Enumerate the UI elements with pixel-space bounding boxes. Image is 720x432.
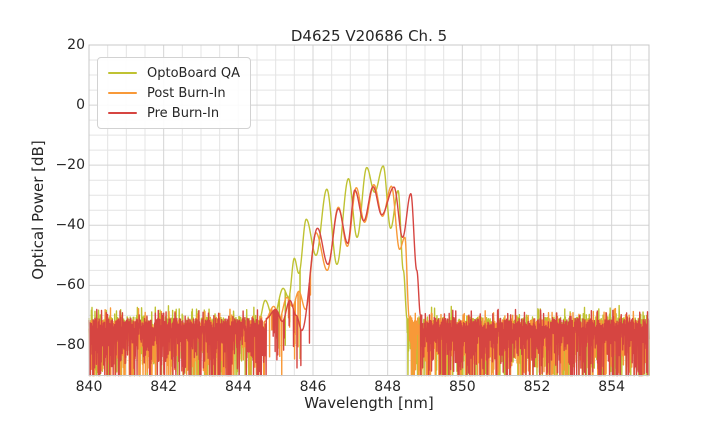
legend-item-pre-burn-in: Pre Burn-In: [98, 103, 250, 123]
x-tick-label: 844: [224, 379, 252, 395]
y-tick-label: −40: [55, 217, 85, 234]
x-tick-label: 852: [523, 379, 551, 395]
x-tick-label: 840: [75, 379, 103, 395]
legend-line-swatch: [108, 111, 137, 115]
legend-item-post-burn-in: Post Burn-In: [98, 83, 250, 103]
x-tick-label: 854: [598, 379, 626, 395]
legend-line-swatch: [108, 71, 137, 75]
y-tick-label: 0: [76, 97, 85, 114]
chart-title: D4625 V20686 Ch. 5: [290, 27, 448, 45]
y-tick-label: 20: [67, 37, 85, 53]
legend-label: OptoBoard QA: [147, 65, 240, 81]
x-tick-label: 850: [448, 379, 476, 395]
y-tick-label: −20: [55, 157, 85, 174]
x-tick-label: 846: [299, 379, 327, 395]
legend-label: Post Burn-In: [147, 85, 226, 101]
legend-label: Pre Burn-In: [147, 105, 220, 121]
y-tick-label: −60: [55, 277, 85, 294]
y-tick-label: −80: [55, 337, 85, 354]
x-tick-label: 842: [150, 379, 178, 395]
legend: OptoBoard QA Post Burn-In Pre Burn-In: [97, 57, 251, 129]
legend-item-optoboard-qa: OptoBoard QA: [98, 63, 250, 83]
x-axis-label: Wavelength [nm]: [304, 394, 434, 412]
legend-line-swatch: [108, 91, 137, 95]
x-tick-label: 848: [374, 379, 402, 395]
